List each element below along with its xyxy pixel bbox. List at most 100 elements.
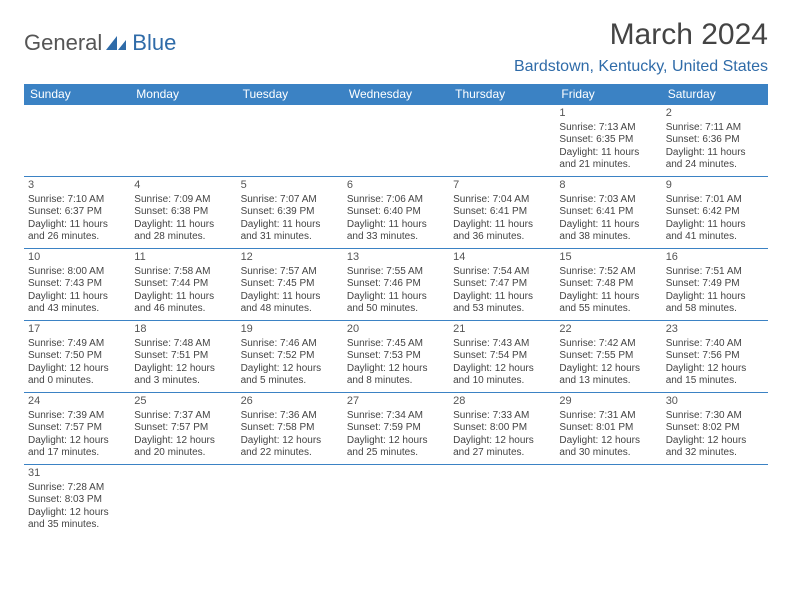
calendar-cell: 7Sunrise: 7:04 AMSunset: 6:41 PMDaylight…: [449, 177, 555, 249]
calendar-cell: 23Sunrise: 7:40 AMSunset: 7:56 PMDayligh…: [662, 321, 768, 393]
calendar-cell: 15Sunrise: 7:52 AMSunset: 7:48 PMDayligh…: [555, 249, 661, 321]
calendar-cell: 4Sunrise: 7:09 AMSunset: 6:38 PMDaylight…: [130, 177, 236, 249]
cell-line: Daylight: 12 hours and 5 minutes.: [241, 363, 339, 388]
cell-line: Sunset: 6:42 PM: [666, 206, 764, 219]
cell-line: Sunrise: 7:06 AM: [347, 194, 445, 207]
day-number: 18: [134, 323, 232, 337]
day-number: 16: [666, 251, 764, 265]
cell-line: Daylight: 12 hours and 32 minutes.: [666, 435, 764, 460]
cell-line: Daylight: 12 hours and 20 minutes.: [134, 435, 232, 460]
calendar-cell: 12Sunrise: 7:57 AMSunset: 7:45 PMDayligh…: [237, 249, 343, 321]
cell-line: Daylight: 11 hours and 38 minutes.: [559, 219, 657, 244]
calendar-cell: [237, 465, 343, 537]
cell-line: Sunset: 7:57 PM: [28, 422, 126, 435]
calendar-row: 3Sunrise: 7:10 AMSunset: 6:37 PMDaylight…: [24, 177, 768, 249]
calendar-cell: [24, 105, 130, 177]
cell-line: Sunrise: 7:07 AM: [241, 194, 339, 207]
cell-line: Daylight: 11 hours and 41 minutes.: [666, 219, 764, 244]
day-number: 30: [666, 395, 764, 409]
calendar-cell: [343, 465, 449, 537]
cell-line: Sunrise: 7:48 AM: [134, 338, 232, 351]
cell-line: Sunrise: 7:49 AM: [28, 338, 126, 351]
cell-line: Sunset: 7:46 PM: [347, 278, 445, 291]
cell-line: Daylight: 12 hours and 0 minutes.: [28, 363, 126, 388]
cell-line: Daylight: 12 hours and 25 minutes.: [347, 435, 445, 460]
cell-line: Sunset: 7:54 PM: [453, 350, 551, 363]
day-header: Thursday: [449, 84, 555, 105]
cell-line: Sunset: 7:58 PM: [241, 422, 339, 435]
cell-line: Daylight: 12 hours and 22 minutes.: [241, 435, 339, 460]
calendar-row: 10Sunrise: 8:00 AMSunset: 7:43 PMDayligh…: [24, 249, 768, 321]
cell-line: Sunrise: 7:52 AM: [559, 266, 657, 279]
calendar-cell: 8Sunrise: 7:03 AMSunset: 6:41 PMDaylight…: [555, 177, 661, 249]
cell-line: Daylight: 11 hours and 55 minutes.: [559, 291, 657, 316]
cell-line: Daylight: 11 hours and 31 minutes.: [241, 219, 339, 244]
day-number: 4: [134, 179, 232, 193]
calendar-cell: [555, 465, 661, 537]
calendar-cell: [237, 105, 343, 177]
cell-line: Sunrise: 7:01 AM: [666, 194, 764, 207]
cell-line: Sunset: 8:01 PM: [559, 422, 657, 435]
calendar-cell: 22Sunrise: 7:42 AMSunset: 7:55 PMDayligh…: [555, 321, 661, 393]
day-number: 25: [134, 395, 232, 409]
calendar-cell: [130, 105, 236, 177]
cell-line: Daylight: 12 hours and 35 minutes.: [28, 507, 126, 532]
cell-line: Daylight: 11 hours and 46 minutes.: [134, 291, 232, 316]
day-number: 31: [28, 467, 126, 481]
cell-line: Daylight: 11 hours and 33 minutes.: [347, 219, 445, 244]
cell-line: Sunset: 6:38 PM: [134, 206, 232, 219]
calendar-row: 17Sunrise: 7:49 AMSunset: 7:50 PMDayligh…: [24, 321, 768, 393]
day-header: Tuesday: [237, 84, 343, 105]
day-number: 9: [666, 179, 764, 193]
day-number: 1: [559, 107, 657, 121]
calendar-cell: [130, 465, 236, 537]
cell-line: Sunset: 8:02 PM: [666, 422, 764, 435]
calendar-cell: 3Sunrise: 7:10 AMSunset: 6:37 PMDaylight…: [24, 177, 130, 249]
calendar-cell: 27Sunrise: 7:34 AMSunset: 7:59 PMDayligh…: [343, 393, 449, 465]
cell-line: Sunset: 7:43 PM: [28, 278, 126, 291]
cell-line: Sunset: 7:55 PM: [559, 350, 657, 363]
calendar-cell: 2Sunrise: 7:11 AMSunset: 6:36 PMDaylight…: [662, 105, 768, 177]
calendar-row: 1Sunrise: 7:13 AMSunset: 6:35 PMDaylight…: [24, 105, 768, 177]
day-number: 27: [347, 395, 445, 409]
cell-line: Sunrise: 7:39 AM: [28, 410, 126, 423]
cell-line: Sunrise: 7:28 AM: [28, 482, 126, 495]
calendar-cell: 5Sunrise: 7:07 AMSunset: 6:39 PMDaylight…: [237, 177, 343, 249]
cell-line: Daylight: 11 hours and 50 minutes.: [347, 291, 445, 316]
cell-line: Sunset: 7:51 PM: [134, 350, 232, 363]
day-number: 11: [134, 251, 232, 265]
day-number: 5: [241, 179, 339, 193]
day-number: 26: [241, 395, 339, 409]
calendar-cell: 21Sunrise: 7:43 AMSunset: 7:54 PMDayligh…: [449, 321, 555, 393]
calendar-cell: 29Sunrise: 7:31 AMSunset: 8:01 PMDayligh…: [555, 393, 661, 465]
cell-line: Sunrise: 7:34 AM: [347, 410, 445, 423]
calendar-cell: 1Sunrise: 7:13 AMSunset: 6:35 PMDaylight…: [555, 105, 661, 177]
day-number: 24: [28, 395, 126, 409]
cell-line: Sunset: 7:59 PM: [347, 422, 445, 435]
cell-line: Daylight: 11 hours and 43 minutes.: [28, 291, 126, 316]
calendar-cell: 14Sunrise: 7:54 AMSunset: 7:47 PMDayligh…: [449, 249, 555, 321]
cell-line: Daylight: 12 hours and 30 minutes.: [559, 435, 657, 460]
day-number: 23: [666, 323, 764, 337]
calendar-row: 31Sunrise: 7:28 AMSunset: 8:03 PMDayligh…: [24, 465, 768, 537]
cell-line: Sunrise: 8:00 AM: [28, 266, 126, 279]
cell-line: Sunset: 7:45 PM: [241, 278, 339, 291]
calendar-cell: 19Sunrise: 7:46 AMSunset: 7:52 PMDayligh…: [237, 321, 343, 393]
cell-line: Sunrise: 7:42 AM: [559, 338, 657, 351]
calendar-cell: 10Sunrise: 8:00 AMSunset: 7:43 PMDayligh…: [24, 249, 130, 321]
cell-line: Sunrise: 7:55 AM: [347, 266, 445, 279]
cell-line: Sunset: 7:53 PM: [347, 350, 445, 363]
cell-line: Sunset: 6:41 PM: [453, 206, 551, 219]
calendar-cell: [449, 465, 555, 537]
calendar-cell: 28Sunrise: 7:33 AMSunset: 8:00 PMDayligh…: [449, 393, 555, 465]
cell-line: Sunset: 7:56 PM: [666, 350, 764, 363]
cell-line: Sunset: 6:39 PM: [241, 206, 339, 219]
cell-line: Daylight: 11 hours and 26 minutes.: [28, 219, 126, 244]
calendar-cell: 24Sunrise: 7:39 AMSunset: 7:57 PMDayligh…: [24, 393, 130, 465]
cell-line: Sunrise: 7:37 AM: [134, 410, 232, 423]
header: General Blue March 2024 Bardstown, Kentu…: [24, 18, 768, 76]
day-number: 20: [347, 323, 445, 337]
calendar-table: Sunday Monday Tuesday Wednesday Thursday…: [24, 84, 768, 537]
cell-line: Sunrise: 7:33 AM: [453, 410, 551, 423]
cell-line: Sunrise: 7:46 AM: [241, 338, 339, 351]
